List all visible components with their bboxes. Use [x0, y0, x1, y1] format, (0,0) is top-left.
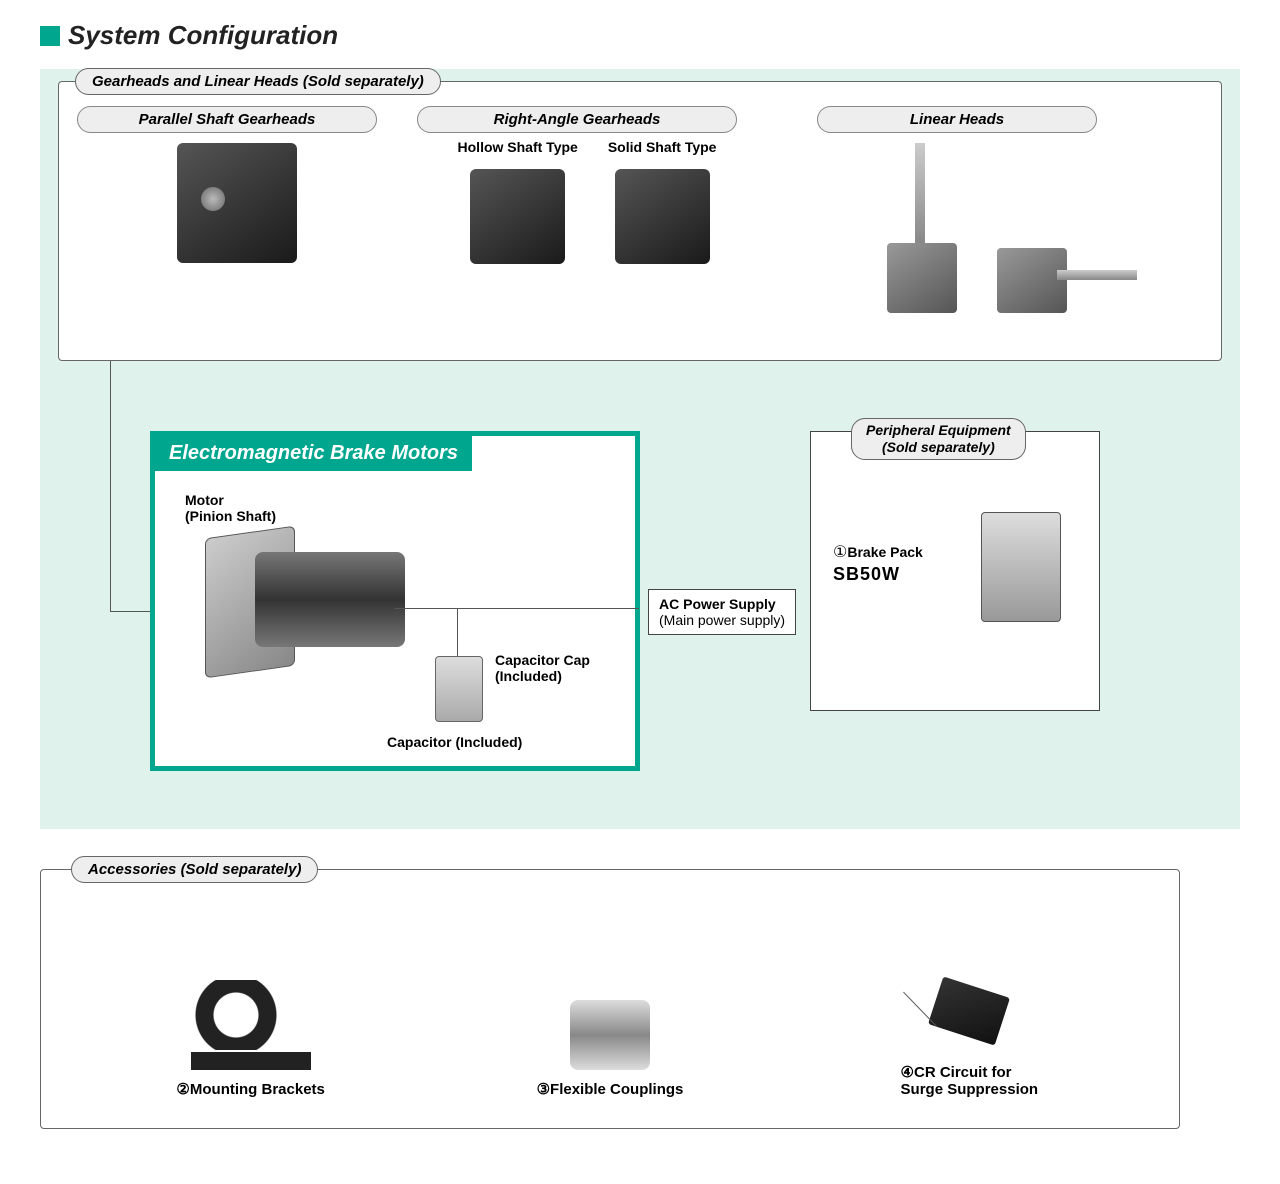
solid-shaft-label: Solid Shaft Type — [608, 139, 717, 155]
hollow-shaft-col: Hollow Shaft Type — [458, 139, 578, 264]
peripheral-box: Peripheral Equipment (Sold separately) ①… — [810, 431, 1100, 711]
capacitor-cap-label: Capacitor Cap (Included) — [495, 652, 590, 684]
cr-circuit-label: ④CR Circuit for Surge Suppression — [901, 1046, 1039, 1098]
right-angle-pill: Right-Angle Gearheads — [417, 106, 737, 133]
acc-num-4: ④ — [901, 1064, 914, 1081]
motor-image — [195, 532, 405, 682]
power-line2: (Main power supply) — [659, 612, 785, 628]
parallel-gearhead-image — [177, 143, 297, 263]
brake-pack-model: SB50W — [833, 564, 923, 585]
brake-pack-image — [981, 512, 1061, 622]
hollow-shaft-image — [470, 169, 565, 264]
connector-line — [457, 608, 458, 656]
power-supply-box: AC Power Supply (Main power supply) — [648, 589, 796, 635]
acc-label-4: CR Circuit for Surge Suppression — [901, 1064, 1039, 1098]
page-title: System Configuration — [68, 20, 338, 51]
brake-motors-box: Electromagnetic Brake Motors Motor (Pini… — [150, 431, 640, 771]
accessory-flexible-couplings: ③Flexible Couplings — [480, 1000, 740, 1098]
main-diagram-area: Gearheads and Linear Heads (Sold separat… — [40, 69, 1240, 829]
gearheads-group-label: Gearheads and Linear Heads (Sold separat… — [75, 68, 441, 95]
power-line1: AC Power Supply — [659, 596, 785, 612]
solid-shaft-col: Solid Shaft Type — [608, 139, 717, 264]
brake-pack-name: Brake Pack — [847, 544, 923, 560]
acc-label-2: Mounting Brackets — [190, 1081, 325, 1098]
accessory-mounting-brackets: ②Mounting Brackets — [121, 980, 381, 1098]
title-square-icon — [40, 26, 60, 46]
acc-num-2: ② — [176, 1081, 189, 1098]
connector-line — [110, 361, 111, 611]
acc-label-3: Flexible Couplings — [550, 1081, 683, 1098]
flexible-coupling-image — [570, 1000, 650, 1070]
mounting-bracket-label: ②Mounting Brackets — [176, 1080, 324, 1098]
capacitor-label: Capacitor (Included) — [387, 734, 522, 750]
solid-shaft-image — [615, 169, 710, 264]
linear-head-1-image — [887, 243, 957, 313]
linear-heads-pill: Linear Heads — [817, 106, 1097, 133]
cr-circuit-image — [928, 976, 1010, 1045]
accessory-cr-circuit: ④CR Circuit for Surge Suppression — [839, 986, 1099, 1098]
peripheral-label: Peripheral Equipment (Sold separately) — [851, 418, 1026, 460]
brake-pack-text: ①Brake Pack SB50W — [833, 542, 923, 585]
acc-num-3: ③ — [537, 1081, 550, 1098]
linear-heads-col: Linear Heads — [817, 106, 1137, 313]
parallel-shaft-pill: Parallel Shaft Gearheads — [77, 106, 377, 133]
accessories-group: Accessories (Sold separately) ②Mounting … — [40, 869, 1180, 1129]
hollow-shaft-label: Hollow Shaft Type — [458, 139, 578, 155]
brake-pack-num: ① — [833, 544, 847, 561]
right-angle-col: Right-Angle Gearheads Hollow Shaft Type … — [417, 106, 757, 264]
linear-head-2-image — [997, 248, 1067, 313]
connector-line — [395, 608, 639, 609]
capacitor-image — [435, 656, 483, 722]
gearheads-group: Gearheads and Linear Heads (Sold separat… — [58, 81, 1222, 361]
parallel-shaft-col: Parallel Shaft Gearheads — [77, 106, 397, 263]
page-title-row: System Configuration — [40, 20, 1240, 51]
flexible-coupling-label: ③Flexible Couplings — [537, 1080, 684, 1098]
brake-motors-header: Electromagnetic Brake Motors — [155, 436, 472, 471]
mounting-bracket-image — [191, 980, 311, 1070]
connector-line — [110, 611, 155, 612]
accessories-group-label: Accessories (Sold separately) — [71, 856, 318, 883]
motor-label: Motor (Pinion Shaft) — [185, 492, 276, 524]
